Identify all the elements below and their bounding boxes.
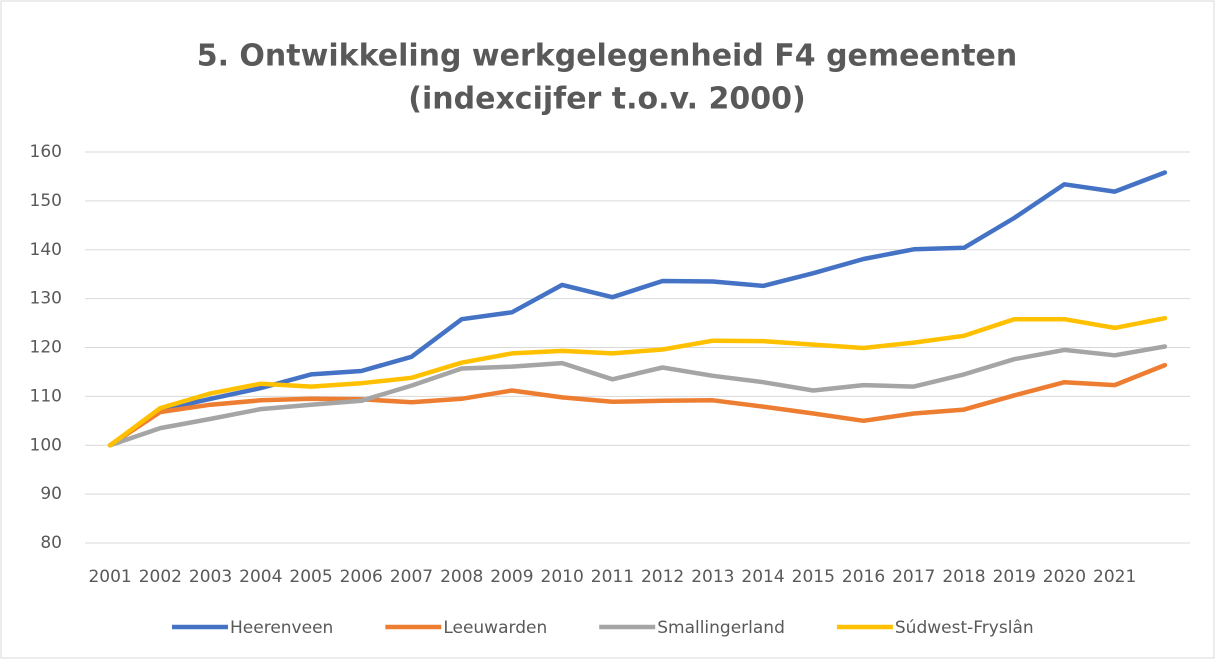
x-tick-label: 2005 [289,567,332,587]
legend-label: Leeuwarden [443,618,547,638]
y-tick-label: 100 [30,435,62,455]
x-tick-label: 2017 [892,567,935,587]
x-tick-label: 2015 [792,567,835,587]
x-tick-label: 2003 [189,567,232,587]
legend-label: Heerenveen [230,618,333,638]
x-tick-label: 2019 [993,567,1036,587]
x-tick-label: 2012 [641,567,684,587]
chart-title: 5. Ontwikkeling werkgelegenheid F4 gemee… [197,39,1018,74]
x-tick-label: 2004 [239,567,282,587]
x-tick-label: 2018 [942,567,985,587]
x-tick-label: 2021 [1093,567,1136,587]
series-line [107,170,1168,448]
x-tick-label: 2008 [440,567,483,587]
y-tick-label: 120 [30,338,62,358]
x-tick-label: 2013 [691,567,734,587]
chart-subtitle: (indexcijfer t.o.v. 2000) [408,82,805,117]
y-tick-label: 80 [40,533,62,553]
x-tick-label: 2016 [842,567,885,587]
y-tick-label: 110 [30,386,62,406]
x-tick-label: 2014 [741,567,784,587]
y-tick-label: 160 [30,142,62,162]
x-tick-label: 2020 [1043,567,1086,587]
y-tick-label: 150 [30,191,62,211]
y-tick-label: 140 [30,240,62,260]
series-line [107,362,1168,448]
x-tick-label: 2006 [340,567,383,587]
y-tick-label: 90 [40,484,62,504]
x-tick-label: 2009 [490,567,533,587]
x-tick-label: 2002 [139,567,182,587]
legend-label: Súdwest-Fryslân [895,618,1034,638]
x-tick-label: 2011 [591,567,634,587]
series-line [107,315,1168,448]
series-line [107,344,1168,448]
y-tick-label: 130 [30,289,62,309]
x-tick-label: 2001 [88,567,131,587]
x-tick-label: 2007 [390,567,433,587]
x-tick-label: 2010 [541,567,584,587]
legend-label: Smallingerland [657,618,785,638]
